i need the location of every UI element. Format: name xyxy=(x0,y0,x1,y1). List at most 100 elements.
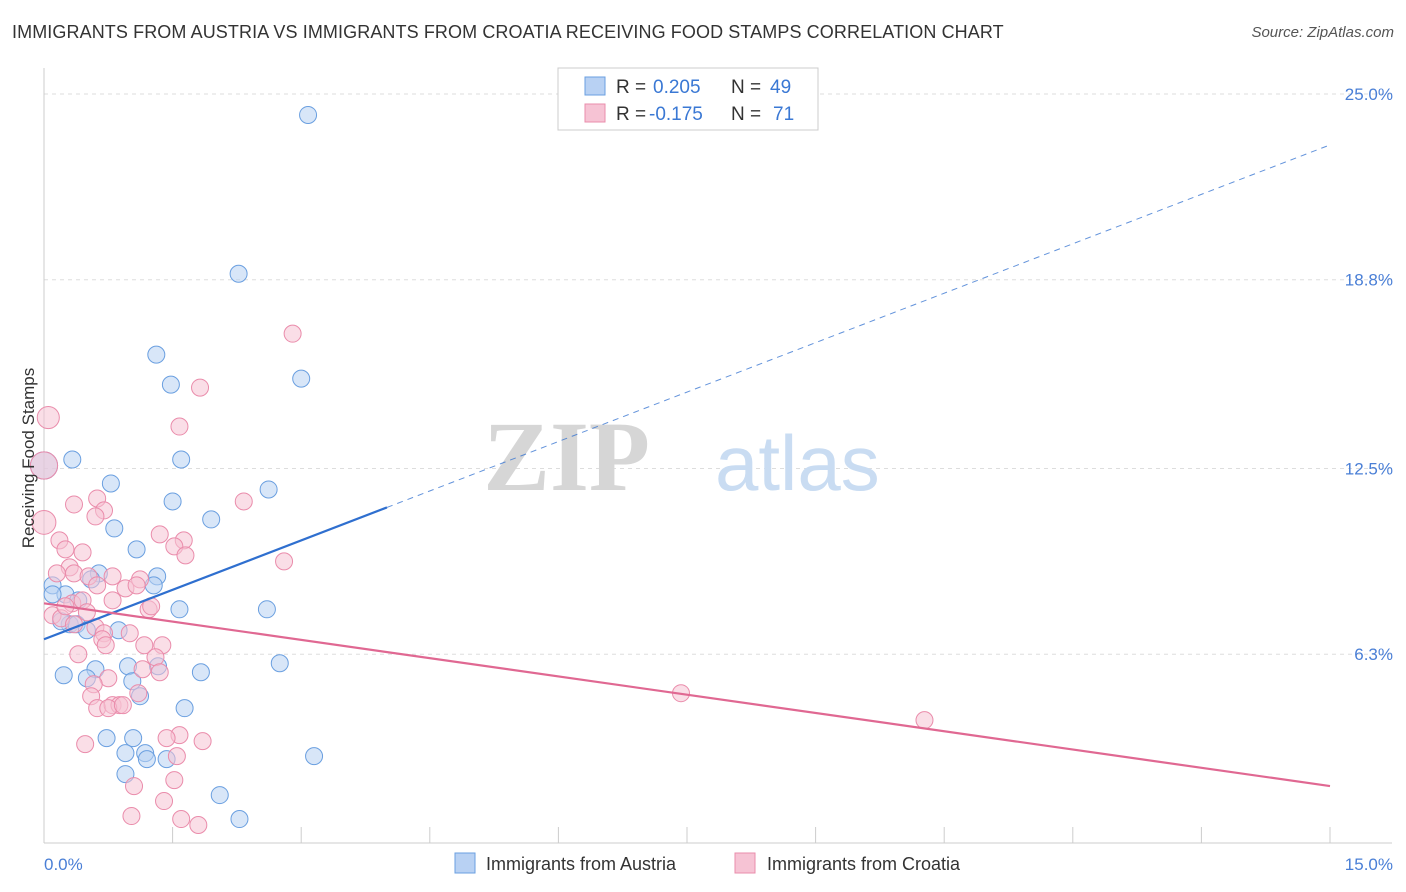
croatia-points xyxy=(29,324,934,835)
austria-point-2 xyxy=(229,264,248,283)
austria-point-4 xyxy=(161,375,180,394)
croatia-point-28 xyxy=(103,591,122,610)
y-tick-label-2: 18.8% xyxy=(1345,271,1393,290)
legend-austria-swatch xyxy=(454,852,476,874)
croatia-point-16 xyxy=(73,543,92,562)
x-tick-label-end: 15.0% xyxy=(1345,855,1393,874)
austria-points xyxy=(29,105,324,829)
croatia-point-64 xyxy=(172,810,191,829)
tick-labels: 6.3% 12.5% 18.8% 25.0% 0.0% 15.0% xyxy=(44,85,1393,874)
austria-point-12 xyxy=(105,519,124,538)
croatia-point-21 xyxy=(47,564,66,583)
y-axis-label: Receiving Food Stamps xyxy=(19,368,38,548)
austria-trend-extension xyxy=(386,144,1331,508)
croatia-point-44 xyxy=(150,663,169,682)
watermark-zip: ZIP xyxy=(483,401,650,512)
legend-croatia-label: Immigrants from Croatia xyxy=(767,854,961,874)
austria-point-1 xyxy=(299,105,318,124)
croatia-point-15 xyxy=(56,540,75,559)
stats-austria-r-value: 0.205 xyxy=(653,77,701,98)
croatia-point-11 xyxy=(150,525,169,544)
gridlines xyxy=(44,93,1392,655)
austria-point-6 xyxy=(172,450,191,469)
watermark-atlas: atlas xyxy=(715,419,880,507)
y-tick-label-1: 12.5% xyxy=(1345,459,1393,478)
austria-point-13 xyxy=(127,540,146,559)
stats-croatia-n-value: 71 xyxy=(773,104,794,125)
croatia-point-1 xyxy=(31,510,57,535)
croatia-point-68 xyxy=(120,624,139,643)
croatia-point-58 xyxy=(76,735,95,754)
croatia-point-6 xyxy=(234,492,253,511)
croatia-point-62 xyxy=(155,792,174,811)
croatia-point-3 xyxy=(283,324,302,343)
stats-croatia-r-label: R = xyxy=(616,104,646,125)
stats-croatia-n-label: N = xyxy=(731,104,761,125)
austria-point-48 xyxy=(43,585,62,604)
austria-point-9 xyxy=(259,480,278,499)
austria-point-37 xyxy=(175,699,194,718)
austria-point-22 xyxy=(257,600,276,619)
stats-legend: R = 0.205 N = 49 R = -0.175 N = 71 xyxy=(557,67,819,131)
austria-point-3 xyxy=(147,345,166,364)
austria-point-38 xyxy=(97,729,116,748)
croatia-point-7 xyxy=(65,495,84,514)
croatia-point-56 xyxy=(193,732,212,751)
croatia-point-17 xyxy=(176,546,195,565)
legend-austria-label: Immigrants from Austria xyxy=(486,854,677,874)
croatia-point-60 xyxy=(165,771,184,790)
watermark: ZIP atlas xyxy=(483,401,879,512)
austria-point-31 xyxy=(191,663,210,682)
croatia-point-51 xyxy=(99,699,118,718)
stats-austria-n-value: 49 xyxy=(770,77,791,98)
croatia-point-65 xyxy=(189,816,208,835)
y-tick-label-0: 6.3% xyxy=(1354,645,1393,664)
croatia-point-43 xyxy=(133,660,152,679)
stats-croatia-r-value: -0.175 xyxy=(649,104,703,125)
croatia-trend-line xyxy=(43,602,1331,788)
x-tick-label-start: 0.0% xyxy=(44,855,83,874)
stats-austria-n-label: N = xyxy=(731,77,761,98)
croatia-point-59 xyxy=(167,747,186,766)
croatia-point-61 xyxy=(125,777,144,796)
austria-point-5 xyxy=(292,369,311,388)
trend-lines xyxy=(43,144,1331,788)
croatia-point-39 xyxy=(96,636,115,655)
stats-croatia-swatch xyxy=(584,103,606,123)
austria-point-29 xyxy=(119,657,138,676)
austria-point-32 xyxy=(270,654,289,673)
croatia-point-10 xyxy=(86,507,105,526)
croatia-point-5 xyxy=(170,417,189,436)
austria-point-33 xyxy=(54,666,73,685)
croatia-point-0 xyxy=(29,451,59,480)
croatia-point-18 xyxy=(275,552,294,571)
austria-point-40 xyxy=(116,744,135,763)
series-legend: Immigrants from Austria Immigrants from … xyxy=(454,852,961,874)
stats-austria-swatch xyxy=(584,76,606,96)
legend-croatia-swatch xyxy=(734,852,756,874)
croatia-point-20 xyxy=(65,564,84,583)
austria-point-10 xyxy=(163,492,182,511)
austria-point-21 xyxy=(170,600,189,619)
croatia-point-2 xyxy=(36,406,60,430)
croatia-point-54 xyxy=(915,711,934,730)
y-tick-label-3: 25.0% xyxy=(1345,85,1393,104)
austria-point-44 xyxy=(305,747,324,766)
chart-title: IMMIGRANTS FROM AUSTRIA VS IMMIGRANTS FR… xyxy=(12,22,1004,42)
croatia-point-40 xyxy=(135,636,154,655)
croatia-point-25 xyxy=(88,576,107,595)
croatia-point-67 xyxy=(77,603,96,622)
croatia-point-52 xyxy=(113,696,132,715)
austria-point-47 xyxy=(230,810,249,829)
austria-point-11 xyxy=(202,510,221,529)
croatia-point-42 xyxy=(146,648,165,667)
croatia-point-69 xyxy=(129,684,148,703)
stats-austria-r-label: R = xyxy=(616,77,646,98)
austria-point-39 xyxy=(124,729,143,748)
croatia-point-70 xyxy=(69,645,88,664)
croatia-point-57 xyxy=(157,729,176,748)
croatia-point-63 xyxy=(122,807,141,826)
croatia-point-23 xyxy=(103,567,122,586)
